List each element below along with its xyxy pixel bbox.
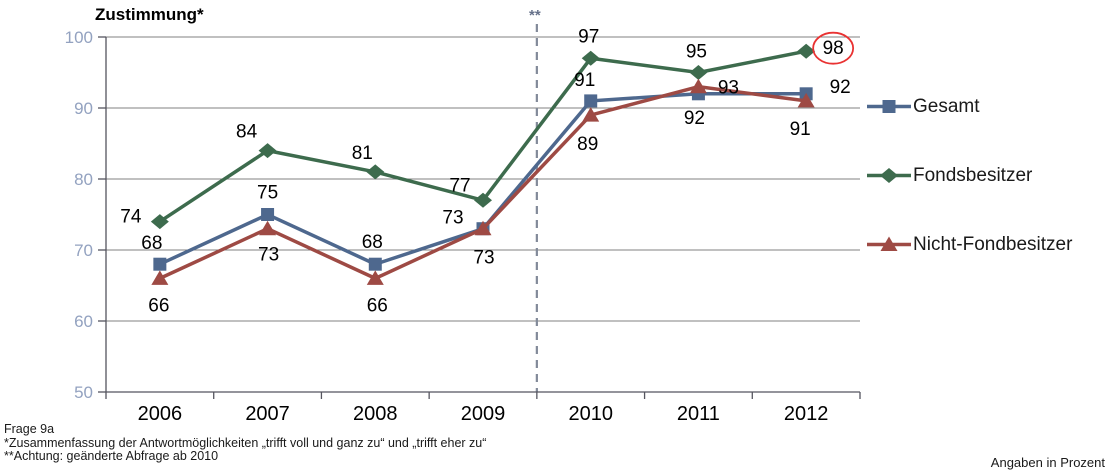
data-label: 74 [120, 207, 142, 228]
legend-item-nicht-fondbesitzer: Nicht-Fondbesitzer [866, 234, 1072, 255]
legend-item-gesamt: Gesamt [866, 96, 1072, 117]
x-tick-label: 2011 [677, 403, 720, 425]
legend-label: Fondsbesitzer [913, 164, 1033, 186]
data-label: 95 [686, 42, 707, 63]
marker-fondsbesitzer-2012 [797, 43, 816, 59]
units-note: Angaben in Prozent [990, 455, 1105, 470]
data-label: 66 [148, 295, 169, 316]
marker-nicht-fondbesitzer-2006 [151, 270, 169, 285]
marker-fondsbesitzer-2010 [581, 50, 600, 66]
data-label: 91 [790, 119, 811, 140]
marker-nicht-fondbesitzer-2009 [474, 220, 492, 236]
data-label: 92 [684, 108, 705, 129]
marker-fondsbesitzer-2007 [258, 143, 277, 159]
marker-gesamt-2008 [368, 257, 382, 271]
legend-label: Gesamt [913, 95, 980, 117]
x-tick-label: 2012 [784, 403, 829, 425]
marker-nicht-fondbesitzer-2011 [689, 78, 707, 94]
y-tick-label: 90 [74, 99, 93, 118]
break-line-label: ** [529, 7, 541, 24]
data-label: 66 [367, 295, 388, 316]
data-label: 92 [830, 77, 851, 98]
data-label: 77 [449, 175, 470, 196]
footnotes: Frage 9a *Zusammenfassung der Antwortmög… [4, 422, 487, 464]
legend-marker-square-icon [867, 100, 911, 113]
legend-marker-diamond-icon [867, 168, 911, 183]
chart-title: Zustimmung* [95, 5, 204, 24]
y-tick-label: 60 [74, 312, 93, 331]
data-label: 84 [236, 122, 258, 143]
data-label: 73 [473, 248, 494, 269]
y-tick-label: 70 [74, 241, 93, 260]
marker-fondsbesitzer-2009 [474, 192, 492, 208]
marker-nicht-fondbesitzer-2008 [366, 270, 384, 285]
highlight-circle [812, 31, 855, 65]
x-tick-label: 2008 [353, 403, 398, 425]
data-label: 68 [141, 233, 162, 254]
marker-fondsbesitzer-2006 [150, 214, 169, 230]
x-tick-label: 2009 [461, 403, 506, 425]
y-tick-label: 80 [74, 170, 93, 189]
footnote-asterisk: *Zusammenfassung der Antwortmöglichkeite… [4, 435, 487, 450]
data-label: 73 [442, 208, 463, 229]
legend-label: Nicht-Fondbesitzer [913, 233, 1073, 255]
data-label: 93 [718, 78, 739, 99]
data-label: 89 [577, 134, 598, 155]
x-tick-label: 2007 [245, 403, 290, 425]
y-tick-label: 100 [65, 28, 93, 47]
legend-marker-triangle-icon [867, 236, 911, 251]
marker-fondsbesitzer-2011 [689, 65, 708, 80]
x-tick-label: 2006 [138, 403, 183, 425]
marker-nicht-fondbesitzer-2012 [797, 92, 815, 108]
x-tick-label: 2010 [568, 403, 613, 425]
data-label: 73 [258, 245, 279, 266]
footnote-question: Frage 9a [4, 422, 55, 436]
chart-legend: Gesamt Fondsbesitzer Nicht-Fondbesitzer [866, 96, 1072, 255]
data-label: 97 [578, 26, 599, 47]
data-label: 98 [823, 38, 844, 59]
data-label: 68 [362, 232, 383, 253]
footnote-double-asterisk: **Achtung: geänderte Abfrage ab 2010 [4, 449, 219, 463]
marker-nicht-fondbesitzer-2007 [259, 220, 277, 236]
data-label: 91 [574, 70, 595, 91]
y-tick-label: 50 [74, 383, 93, 402]
marker-gesamt-2007 [261, 208, 275, 221]
marker-fondsbesitzer-2008 [366, 164, 385, 180]
legend-item-fondsbesitzer: Fondsbesitzer [866, 165, 1072, 186]
marker-gesamt-2006 [153, 257, 167, 271]
marker-nicht-fondbesitzer-2010 [582, 107, 600, 122]
data-label: 81 [352, 143, 373, 164]
data-label: 75 [257, 183, 278, 204]
marker-gesamt-2010 [584, 94, 598, 108]
